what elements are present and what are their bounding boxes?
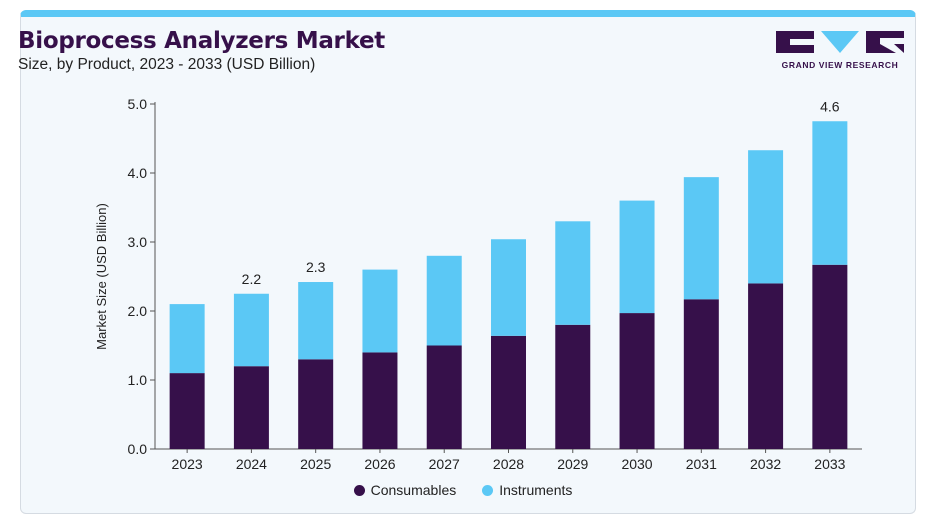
legend-swatch-instruments xyxy=(482,484,494,496)
y-tick-label: 1.0 xyxy=(128,372,148,388)
x-tick-label-2023: 2023 xyxy=(172,456,203,472)
bar-consumables-2025 xyxy=(298,359,334,449)
bar-instruments-2024 xyxy=(233,293,269,367)
legend-swatch-consumables xyxy=(353,484,365,496)
bar-instruments-2032 xyxy=(748,150,784,284)
bar-consumables-2032 xyxy=(748,283,784,449)
x-tick-label-2029: 2029 xyxy=(557,456,588,472)
legend: Consumables Instruments xyxy=(0,482,926,498)
bar-instruments-2033 xyxy=(812,121,848,265)
bar-consumables-2027 xyxy=(426,345,462,449)
bar-consumables-2023 xyxy=(169,373,205,449)
bar-instruments-2025 xyxy=(298,282,334,360)
bar-consumables-2026 xyxy=(362,352,398,449)
x-tick-label-2026: 2026 xyxy=(364,456,395,472)
bar-instruments-2031 xyxy=(683,177,719,300)
x-tick-label-2025: 2025 xyxy=(300,456,331,472)
x-tick-label-2030: 2030 xyxy=(621,456,652,472)
legend-label-instruments: Instruments xyxy=(499,482,573,498)
chart-subtitle: Size, by Product, 2023 - 2033 (USD Billi… xyxy=(18,56,316,73)
legend-item-consumables: Consumables xyxy=(353,482,457,498)
x-tick-label-2024: 2024 xyxy=(236,456,267,472)
bar-instruments-2023 xyxy=(169,304,205,374)
grand-view-research-logo: GRAND VIEW RESEARCH xyxy=(776,27,904,71)
data-label-2024: 2.2 xyxy=(242,271,262,287)
y-tick-label: 4.0 xyxy=(128,165,148,181)
data-label-2025: 2.3 xyxy=(306,259,326,275)
bar-consumables-2030 xyxy=(619,313,655,449)
bar-instruments-2028 xyxy=(491,239,526,336)
y-tick-label: 2.0 xyxy=(128,303,148,319)
logo-text: GRAND VIEW RESEARCH xyxy=(781,60,899,70)
chart-title: Bioprocess Analyzers Market xyxy=(18,28,385,54)
x-tick-label-2032: 2032 xyxy=(750,456,781,472)
bar-instruments-2026 xyxy=(362,269,398,353)
bar-consumables-2031 xyxy=(683,299,719,449)
logo-mark-icon xyxy=(776,31,904,53)
y-axis-title: Market Size (USD Billion) xyxy=(94,203,109,350)
bar-consumables-2028 xyxy=(491,335,526,449)
x-tick-label-2028: 2028 xyxy=(493,456,524,472)
bar-consumables-2024 xyxy=(233,366,269,449)
y-tick-label: 5.0 xyxy=(128,96,148,112)
legend-label-consumables: Consumables xyxy=(370,482,457,498)
x-tick-label-2031: 2031 xyxy=(686,456,717,472)
x-tick-label-2033: 2033 xyxy=(814,456,845,472)
data-label-2033: 4.6 xyxy=(820,98,840,114)
bar-consumables-2029 xyxy=(555,324,591,449)
x-tick-label-2027: 2027 xyxy=(429,456,460,472)
y-tick-label: 3.0 xyxy=(128,234,148,250)
bar-instruments-2029 xyxy=(555,221,591,325)
y-tick-label: 0.0 xyxy=(128,441,148,457)
bar-instruments-2030 xyxy=(619,200,655,314)
bar-instruments-2027 xyxy=(426,255,462,346)
bar-consumables-2033 xyxy=(812,264,848,449)
legend-item-instruments: Instruments xyxy=(482,482,572,498)
